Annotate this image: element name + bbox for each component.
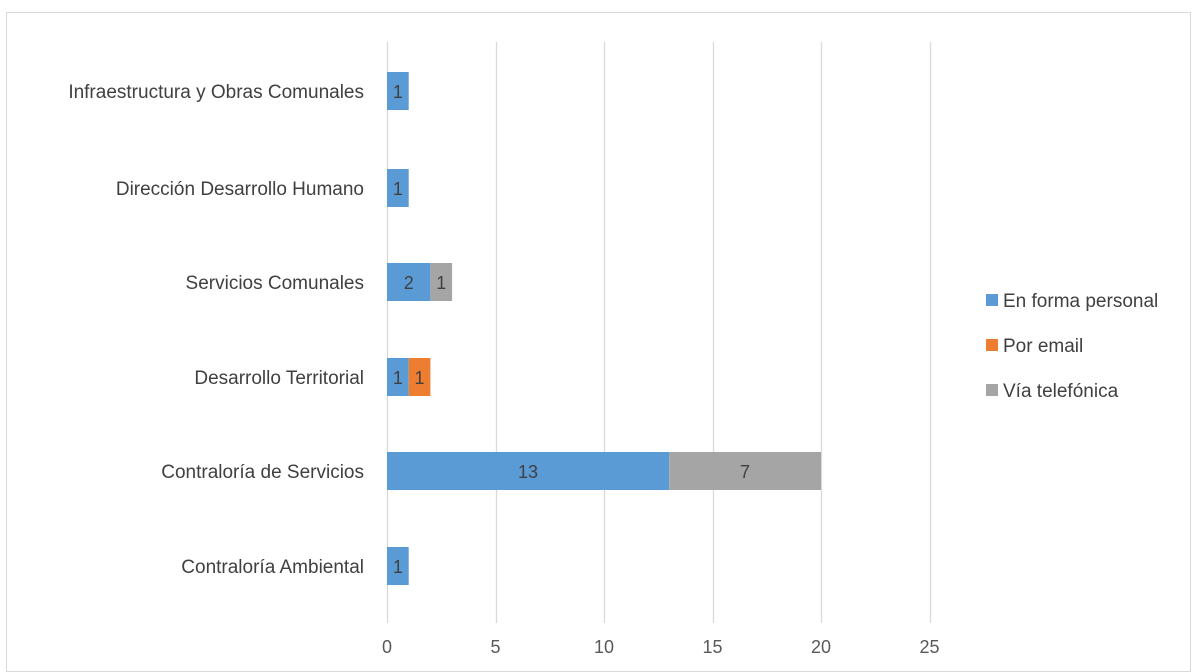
bar-segment: [669, 452, 821, 490]
category-label: Desarrollo Territorial: [194, 368, 364, 389]
bar-data-label: 2: [404, 273, 414, 293]
bar-segment: [387, 72, 409, 110]
x-tick-label: 5: [490, 637, 500, 657]
bar-data-label: 1: [393, 179, 403, 199]
legend-label: Vía telefónica: [1003, 381, 1119, 402]
bar-data-label: 1: [393, 368, 403, 388]
x-axis-tick-labels: 0 5 10 15 20 25: [382, 637, 940, 657]
bar-segment: [408, 358, 431, 396]
bars: 113 71 12 111: [387, 72, 821, 585]
x-tick-label: 20: [811, 637, 831, 657]
category-label: Dirección Desarrollo Humano: [116, 179, 364, 200]
legend-label: Por email: [1003, 336, 1083, 357]
bar-data-label: 1: [436, 273, 446, 293]
category-label: Contraloría Ambiental: [181, 557, 364, 578]
legend-swatch: [986, 339, 998, 351]
bar-data-label: 7: [740, 462, 750, 482]
category-labels: Contraloría Ambiental Contraloría de Serv…: [68, 82, 364, 578]
bar-segment: [387, 547, 409, 585]
legend: En forma personal Por email Vía telefónica: [986, 291, 1158, 402]
category-label: Contraloría de Servicios: [161, 462, 364, 483]
x-tick-label: 15: [702, 637, 722, 657]
bar-data-label: 1: [415, 368, 425, 388]
legend-swatch: [986, 294, 998, 306]
bar-data-label: 1: [393, 82, 403, 102]
x-tick-label: 25: [919, 637, 939, 657]
x-tick-label: 0: [382, 637, 392, 657]
bar-data-label: 13: [518, 462, 538, 482]
legend-label: En forma personal: [1003, 291, 1158, 312]
legend-swatch: [986, 384, 998, 396]
bar-segment: [387, 169, 409, 207]
bar-data-label: 1: [393, 557, 403, 577]
x-tick-label: 10: [594, 637, 614, 657]
bar-segment: [430, 263, 453, 301]
gridlines: [386, 42, 932, 623]
category-label: Infraestructura y Obras Comunales: [68, 82, 364, 103]
bar-segment: [387, 452, 670, 490]
category-label: Servicios Comunales: [186, 273, 364, 294]
bar-segment: [387, 263, 431, 301]
bar-segment: [387, 358, 409, 396]
